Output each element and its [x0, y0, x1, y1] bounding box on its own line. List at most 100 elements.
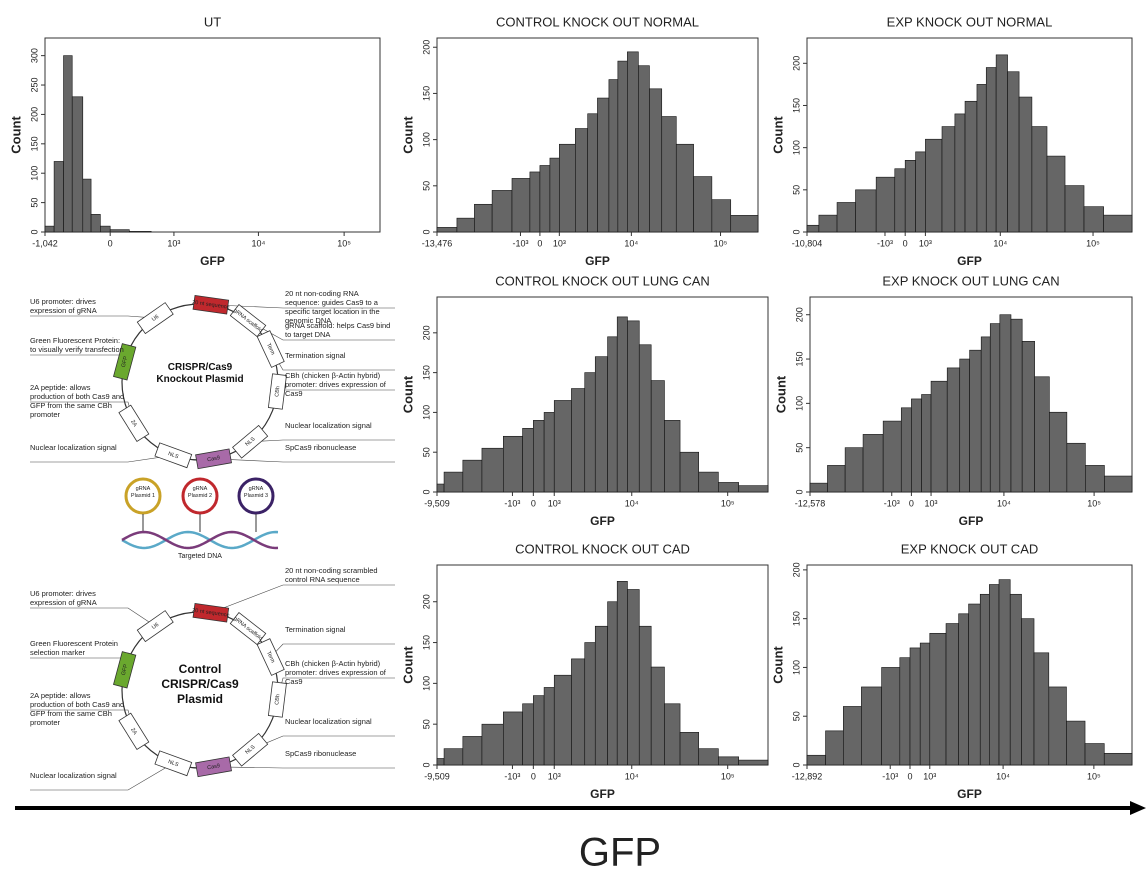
x-tick-label: 10³	[553, 238, 566, 248]
x-tick-label: -13,476	[422, 238, 453, 248]
histogram-bar	[989, 323, 1001, 493]
histogram-bar	[627, 320, 640, 493]
histogram-bar	[958, 613, 969, 766]
x-tick-label: 0	[903, 238, 908, 248]
x-axis-label: GFP	[585, 254, 610, 268]
guide-plasmid	[237, 477, 275, 515]
x-tick-label: 10³	[548, 771, 561, 781]
y-tick-label: 150	[794, 352, 804, 367]
guide-label: gRNA Plasmid 2	[187, 486, 213, 499]
leader-line	[250, 439, 395, 443]
histogram-bar	[979, 593, 990, 766]
plasmid-segment	[154, 750, 193, 777]
target-dna-label: Targeted DNA	[178, 553, 222, 560]
histogram-bar	[738, 485, 769, 493]
histogram-bar	[968, 603, 981, 766]
leader-line	[30, 354, 129, 362]
histogram-bar	[481, 723, 504, 766]
histogram-bar	[607, 601, 618, 766]
histogram-bar	[909, 647, 921, 766]
x-tick-label: 0	[537, 238, 542, 248]
histogram-bar	[899, 657, 911, 766]
chart-title: CONTROL KNOCK OUT NORMAL	[496, 14, 699, 29]
plasmid-segment	[229, 303, 267, 338]
segment-label: U6	[151, 314, 160, 323]
plasmid-segment	[113, 651, 137, 689]
annotation: gRNA scaffold: helps Cas9 bind to target…	[285, 321, 391, 339]
plasmid-title: Control CRISPR/Cas9 Plasmid	[161, 662, 239, 706]
y-tick-label: 150	[29, 136, 39, 151]
histogram-bar	[929, 632, 947, 766]
plasmid-segment	[195, 756, 232, 778]
histogram-bar	[539, 165, 551, 233]
chart-title: UT	[204, 14, 221, 29]
histogram-bar	[882, 420, 902, 493]
histogram-bar	[1034, 376, 1050, 493]
leader-line	[210, 304, 395, 309]
y-tick-label: 50	[421, 447, 431, 457]
plasmid-segment	[118, 712, 150, 751]
segment-label: NLS	[167, 451, 179, 460]
segment-label: U6	[151, 622, 160, 631]
histogram-bar	[511, 178, 531, 233]
y-tick-label: 150	[791, 611, 801, 626]
histogram-bar	[945, 623, 959, 766]
x-tick-label: 10⁵	[337, 238, 351, 248]
histogram-bar	[443, 471, 464, 493]
y-tick-label: 200	[791, 56, 801, 71]
histogram-bar	[503, 711, 523, 766]
segment-label: Cas9	[207, 455, 221, 463]
histogram-bar	[100, 225, 111, 233]
histogram-bar	[462, 459, 483, 493]
histogram-bar	[594, 356, 608, 493]
plasmid-segment	[267, 681, 287, 718]
annotation: Green Fluorescent Protein selection mark…	[30, 639, 118, 657]
leader-line	[213, 766, 395, 769]
y-tick-label: 0	[791, 762, 801, 767]
x-tick-label: 0	[108, 238, 113, 248]
histogram-bar	[584, 372, 596, 493]
x-tick-label: 10⁵	[1087, 771, 1101, 781]
guide-plasmid	[124, 477, 162, 515]
annotation: 20 nt non-coding RNA sequence: guides Ca…	[285, 289, 380, 325]
x-tick-label: 10⁴	[624, 238, 638, 248]
x-tick-label: 10⁴	[625, 498, 639, 508]
histogram-bar	[1049, 411, 1068, 493]
leader-line	[30, 454, 174, 463]
annotation: Nuclear localization signal	[285, 421, 372, 430]
leader-line	[30, 607, 156, 627]
y-tick-label: 0	[421, 229, 431, 234]
histogram-bar	[921, 394, 932, 493]
histogram-bar	[855, 189, 877, 233]
leader-line	[270, 643, 395, 658]
histogram-bar	[456, 217, 475, 233]
histogram-bar	[989, 584, 1000, 766]
histogram-bar	[881, 667, 901, 766]
x-tick-label: -10³	[504, 771, 520, 781]
y-axis-label: Count	[8, 116, 23, 154]
y-tick-label: 100	[421, 405, 431, 420]
x-tick-label: -10³	[882, 771, 898, 781]
x-axis-label: GFP	[590, 514, 615, 528]
y-tick-label: 0	[791, 229, 801, 234]
histogram-bar	[109, 229, 130, 233]
histogram-bar	[638, 344, 652, 493]
x-tick-label: 10⁵	[1087, 498, 1101, 508]
histogram-bar	[718, 756, 739, 766]
histogram-bar	[627, 589, 640, 766]
annotation: U6 promoter: drives expression of gRNA	[30, 589, 97, 607]
x-tick-label: -10³	[512, 238, 528, 248]
y-axis-label: Count	[770, 646, 785, 684]
histogram-bar	[533, 420, 545, 493]
histogram-bar	[491, 190, 513, 233]
histogram-bar	[549, 157, 560, 233]
histogram-bar	[571, 388, 586, 493]
histogram-bar	[675, 143, 694, 233]
histogram-bar	[946, 367, 961, 493]
histogram-bar	[1031, 126, 1048, 233]
histogram-bar	[894, 168, 906, 233]
y-tick-label: 0	[421, 489, 431, 494]
histogram-bar	[1103, 752, 1133, 766]
histogram-bar	[806, 754, 826, 766]
y-tick-label: 150	[421, 86, 431, 101]
